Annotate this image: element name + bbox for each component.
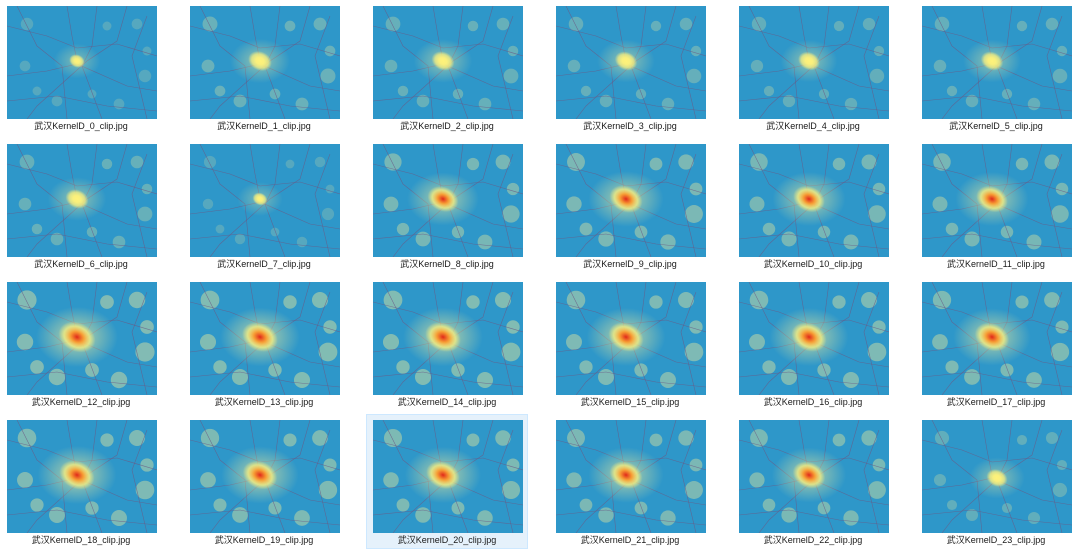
heatmap-thumbnail xyxy=(739,420,889,533)
heatmap-thumbnail xyxy=(739,282,889,395)
file-name-label: 武汉KernelD_18_clip.jpg xyxy=(31,535,131,545)
heatmap-thumbnail xyxy=(373,6,523,119)
file-name-label: 武汉KernelD_10_clip.jpg xyxy=(763,259,863,269)
heatmap-thumbnail xyxy=(922,282,1072,395)
file-item[interactable]: 武汉KernelD_11_clip.jpg xyxy=(915,138,1077,273)
file-item[interactable]: 武汉KernelD_7_clip.jpg xyxy=(183,138,345,273)
file-item[interactable]: 武汉KernelD_6_clip.jpg xyxy=(0,138,162,273)
file-item[interactable]: 武汉KernelD_3_clip.jpg xyxy=(549,0,711,135)
file-item[interactable]: 武汉KernelD_16_clip.jpg xyxy=(732,276,894,411)
file-name-label: 武汉KernelD_1_clip.jpg xyxy=(217,121,311,131)
heatmap-thumbnail xyxy=(556,282,706,395)
file-item[interactable]: 武汉KernelD_2_clip.jpg xyxy=(366,0,528,135)
file-name-label: 武汉KernelD_12_clip.jpg xyxy=(31,397,131,407)
file-name-label: 武汉KernelD_0_clip.jpg xyxy=(34,121,128,131)
heatmap-thumbnail xyxy=(556,420,706,533)
heatmap-thumbnail xyxy=(7,144,157,257)
file-name-label: 武汉KernelD_6_clip.jpg xyxy=(34,259,128,269)
file-item[interactable]: 武汉KernelD_10_clip.jpg xyxy=(732,138,894,273)
file-item[interactable]: 武汉KernelD_0_clip.jpg xyxy=(0,0,162,135)
file-item[interactable]: 武汉KernelD_13_clip.jpg xyxy=(183,276,345,411)
file-item[interactable]: 武汉KernelD_9_clip.jpg xyxy=(549,138,711,273)
file-name-label: 武汉KernelD_14_clip.jpg xyxy=(397,397,497,407)
heatmap-thumbnail xyxy=(7,420,157,533)
file-item[interactable]: 武汉KernelD_14_clip.jpg xyxy=(366,276,528,411)
file-name-label: 武汉KernelD_7_clip.jpg xyxy=(217,259,311,269)
file-name-label: 武汉KernelD_8_clip.jpg xyxy=(400,259,494,269)
heatmap-thumbnail xyxy=(373,282,523,395)
heatmap-thumbnail xyxy=(190,420,340,533)
file-name-label: 武汉KernelD_16_clip.jpg xyxy=(763,397,863,407)
file-item[interactable]: 武汉KernelD_23_clip.jpg xyxy=(915,414,1077,549)
file-name-label: 武汉KernelD_13_clip.jpg xyxy=(214,397,314,407)
file-name-label: 武汉KernelD_23_clip.jpg xyxy=(946,535,1046,545)
heatmap-thumbnail xyxy=(922,6,1072,119)
file-item[interactable]: 武汉KernelD_19_clip.jpg xyxy=(183,414,345,549)
heatmap-thumbnail xyxy=(190,282,340,395)
file-item[interactable]: 武汉KernelD_8_clip.jpg xyxy=(366,138,528,273)
heatmap-thumbnail xyxy=(739,6,889,119)
file-name-label: 武汉KernelD_21_clip.jpg xyxy=(580,535,680,545)
file-name-label: 武汉KernelD_20_clip.jpg xyxy=(397,535,497,545)
file-item[interactable]: 武汉KernelD_22_clip.jpg xyxy=(732,414,894,549)
file-name-label: 武汉KernelD_5_clip.jpg xyxy=(949,121,1043,131)
file-name-label: 武汉KernelD_3_clip.jpg xyxy=(583,121,677,131)
file-name-label: 武汉KernelD_4_clip.jpg xyxy=(766,121,860,131)
heatmap-thumbnail xyxy=(373,144,523,257)
heatmap-thumbnail xyxy=(922,420,1072,533)
file-name-label: 武汉KernelD_15_clip.jpg xyxy=(580,397,680,407)
heatmap-thumbnail xyxy=(556,6,706,119)
file-item[interactable]: 武汉KernelD_21_clip.jpg xyxy=(549,414,711,549)
file-name-label: 武汉KernelD_19_clip.jpg xyxy=(214,535,314,545)
heatmap-thumbnail xyxy=(190,144,340,257)
file-item[interactable]: 武汉KernelD_17_clip.jpg xyxy=(915,276,1077,411)
file-name-label: 武汉KernelD_22_clip.jpg xyxy=(763,535,863,545)
file-item[interactable]: 武汉KernelD_1_clip.jpg xyxy=(183,0,345,135)
file-name-label: 武汉KernelD_9_clip.jpg xyxy=(583,259,677,269)
heatmap-thumbnail xyxy=(373,420,523,533)
file-item[interactable]: 武汉KernelD_12_clip.jpg xyxy=(0,276,162,411)
heatmap-thumbnail xyxy=(739,144,889,257)
file-name-label: 武汉KernelD_11_clip.jpg xyxy=(947,259,1045,269)
file-item[interactable]: 武汉KernelD_15_clip.jpg xyxy=(549,276,711,411)
heatmap-thumbnail xyxy=(7,282,157,395)
file-name-label: 武汉KernelD_2_clip.jpg xyxy=(400,121,494,131)
file-item[interactable]: 武汉KernelD_20_clip.jpg xyxy=(366,414,528,549)
file-name-label: 武汉KernelD_17_clip.jpg xyxy=(946,397,1046,407)
file-item[interactable]: 武汉KernelD_4_clip.jpg xyxy=(732,0,894,135)
file-item[interactable]: 武汉KernelD_5_clip.jpg xyxy=(915,0,1077,135)
heatmap-thumbnail xyxy=(7,6,157,119)
file-item[interactable]: 武汉KernelD_18_clip.jpg xyxy=(0,414,162,549)
heatmap-thumbnail xyxy=(190,6,340,119)
heatmap-thumbnail xyxy=(922,144,1072,257)
heatmap-thumbnail xyxy=(556,144,706,257)
